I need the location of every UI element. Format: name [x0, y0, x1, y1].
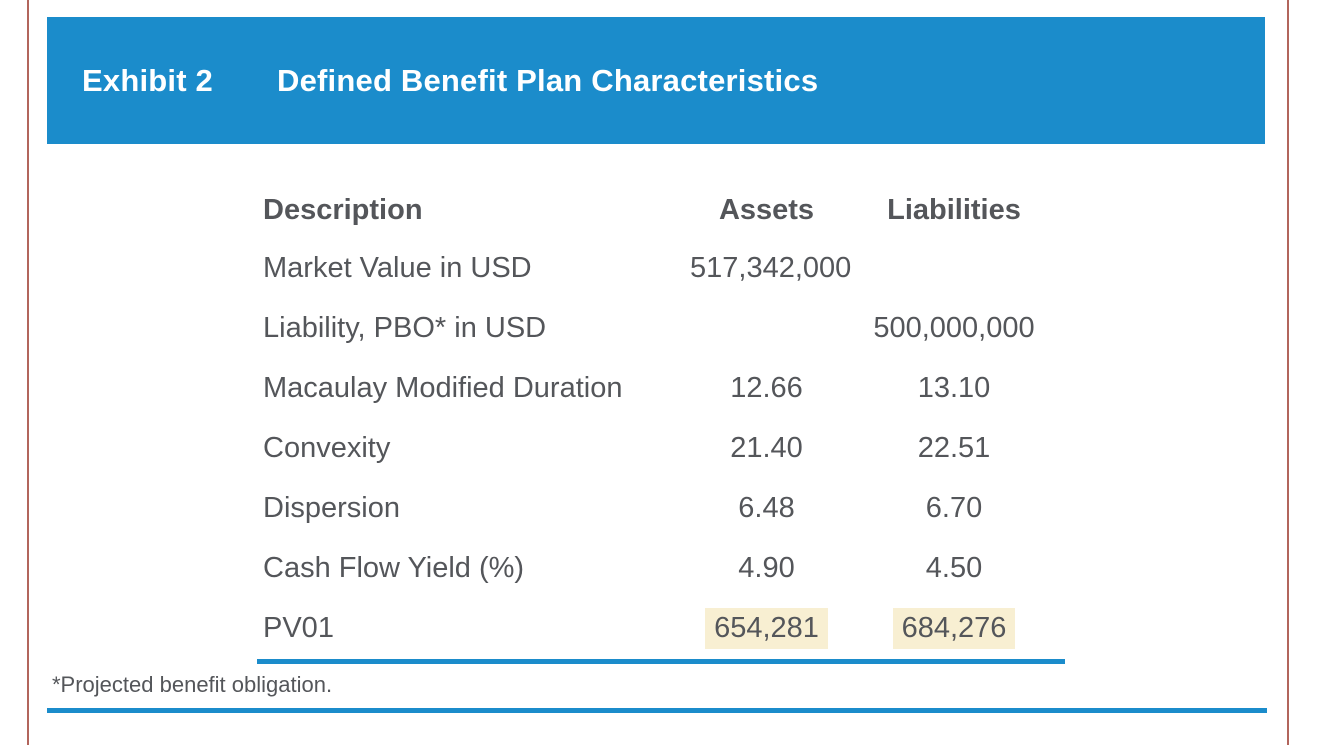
table-row-duration: Macaulay Modified Duration 12.66 13.10 — [257, 358, 1065, 418]
exhibit-label: Exhibit 2 — [82, 62, 213, 98]
liabilities-cell: 500,000,000 — [873, 311, 1035, 344]
table-row-cash-flow-yield: Cash Flow Yield (%) 4.90 4.50 — [257, 538, 1065, 598]
assets-cell: 4.90 — [738, 551, 795, 584]
column-header-liabilities: Liabilities — [887, 193, 1021, 226]
highlighted-value: 654,281 — [705, 607, 828, 649]
row-label: Liability, PBO* in USD — [263, 311, 547, 344]
assets-cell — [690, 298, 843, 358]
exhibit-header-banner: Exhibit 2 Defined Benefit Plan Character… — [47, 17, 1265, 144]
assets-cell: 21.40 — [730, 431, 803, 464]
page-bottom-rule — [47, 708, 1267, 713]
assets-cell: 12.66 — [730, 371, 803, 404]
table-row-market-value: Market Value in USD 517,342,000 — [257, 238, 1065, 298]
footnote-text: *Projected benefit obligation. — [52, 672, 333, 697]
assets-cell: 517,342,000 — [690, 251, 852, 284]
row-label: PV01 — [263, 611, 334, 644]
liabilities-cell: 684,276 — [843, 598, 1065, 658]
table-row-convexity: Convexity 21.40 22.51 — [257, 418, 1065, 478]
table-header-row: Description Assets Liabilities — [257, 182, 1065, 238]
table-row-liability-pbo: Liability, PBO* in USD 500,000,000 — [257, 298, 1065, 358]
page-border-right-line — [1287, 0, 1289, 745]
plan-characteristics-table: Description Assets Liabilities Market Va… — [257, 182, 1065, 658]
row-label: Market Value in USD — [263, 251, 532, 284]
exhibit-title: Defined Benefit Plan Characteristics — [277, 62, 819, 98]
table-bottom-rule — [257, 659, 1065, 664]
row-label: Cash Flow Yield (%) — [263, 551, 525, 584]
assets-cell: 654,281 — [690, 598, 843, 658]
row-label: Convexity — [263, 431, 391, 464]
row-label: Macaulay Modified Duration — [263, 371, 623, 404]
liabilities-cell: 13.10 — [917, 371, 991, 404]
table-row-pv01: PV01 654,281 684,276 — [257, 598, 1065, 658]
liabilities-cell — [843, 238, 1065, 298]
page-border-left-line — [27, 0, 29, 745]
table-row-dispersion: Dispersion 6.48 6.70 — [257, 478, 1065, 538]
liabilities-cell: 22.51 — [917, 431, 991, 464]
row-label: Dispersion — [263, 491, 400, 524]
column-header-description: Description — [263, 193, 423, 226]
assets-cell: 6.48 — [738, 491, 795, 524]
highlighted-value: 684,276 — [892, 607, 1016, 649]
liabilities-cell: 6.70 — [925, 491, 983, 524]
liabilities-cell: 4.50 — [925, 551, 983, 584]
column-header-assets: Assets — [718, 193, 815, 226]
